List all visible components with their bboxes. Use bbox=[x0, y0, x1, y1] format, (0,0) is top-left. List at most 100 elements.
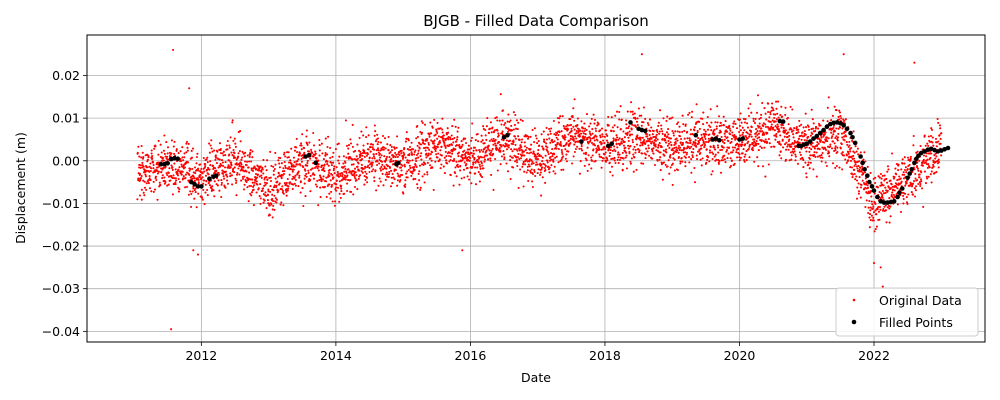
filled-data-point bbox=[865, 173, 870, 178]
original-data-point bbox=[546, 161, 549, 164]
original-data-point bbox=[271, 197, 274, 201]
original-data-point bbox=[176, 172, 179, 175]
original-data-point bbox=[325, 176, 328, 179]
original-data-point bbox=[715, 125, 718, 128]
original-data-point bbox=[722, 115, 725, 118]
original-data-point bbox=[744, 143, 747, 146]
original-data-point bbox=[743, 121, 747, 124]
original-data-point bbox=[750, 126, 753, 129]
original-data-point bbox=[215, 162, 218, 165]
original-data-point bbox=[790, 158, 793, 161]
original-data-point bbox=[569, 118, 572, 121]
original-data-point bbox=[374, 130, 377, 133]
original-data-point bbox=[745, 150, 748, 153]
x-tick-label: 2016 bbox=[455, 348, 487, 363]
original-data-point bbox=[630, 157, 633, 160]
original-data-point bbox=[600, 142, 603, 145]
original-data-point bbox=[733, 146, 737, 149]
filled-data-point bbox=[875, 194, 880, 200]
original-data-point bbox=[345, 156, 348, 159]
original-data-point bbox=[139, 166, 142, 169]
original-data-point bbox=[775, 118, 778, 121]
original-data-point bbox=[911, 193, 914, 196]
original-data-point bbox=[148, 170, 151, 173]
original-data-point bbox=[196, 177, 199, 180]
original-data-point bbox=[420, 152, 423, 155]
original-data-point bbox=[279, 156, 282, 160]
original-data-point bbox=[363, 151, 366, 154]
original-data-point bbox=[839, 126, 842, 129]
original-data-point bbox=[580, 145, 583, 148]
original-data-point bbox=[886, 206, 889, 209]
original-data-point bbox=[193, 197, 196, 200]
original-data-point bbox=[599, 134, 602, 137]
original-data-point bbox=[636, 117, 639, 120]
original-data-point bbox=[649, 129, 652, 133]
original-data-point bbox=[307, 171, 310, 174]
original-data-point bbox=[404, 183, 407, 186]
original-data-point bbox=[499, 163, 502, 166]
original-data-point bbox=[175, 148, 178, 151]
original-data-point bbox=[374, 169, 377, 172]
original-data-point bbox=[201, 198, 204, 201]
original-data-point bbox=[492, 153, 495, 156]
filled-data-point bbox=[871, 188, 877, 193]
original-data-point bbox=[868, 213, 872, 216]
original-data-point bbox=[395, 153, 398, 156]
original-data-point bbox=[732, 149, 735, 152]
original-data-point bbox=[904, 166, 907, 169]
original-data-point bbox=[808, 150, 811, 153]
original-data-point bbox=[812, 168, 815, 171]
original-data-point bbox=[418, 147, 421, 150]
original-data-point bbox=[453, 118, 456, 121]
original-data-point bbox=[680, 156, 683, 160]
original-data-point bbox=[612, 130, 615, 133]
original-data-point bbox=[366, 153, 369, 156]
original-data-point bbox=[436, 131, 439, 134]
filled-data-point bbox=[777, 118, 783, 124]
original-data-point bbox=[539, 171, 542, 174]
legend-label-filled: Filled Points bbox=[879, 315, 953, 330]
original-data-point bbox=[233, 137, 236, 140]
original-data-point bbox=[800, 147, 803, 150]
original-data-point bbox=[238, 163, 241, 166]
original-data-point bbox=[798, 119, 801, 122]
original-data-point bbox=[516, 156, 519, 159]
original-data-point bbox=[143, 186, 146, 189]
original-data-point bbox=[624, 132, 627, 135]
original-data-point bbox=[573, 128, 576, 131]
original-data-point bbox=[644, 142, 647, 145]
original-data-point bbox=[485, 138, 488, 141]
original-data-point bbox=[430, 159, 433, 162]
original-data-point bbox=[756, 94, 760, 97]
original-data-point bbox=[924, 161, 927, 164]
original-data-point bbox=[328, 183, 331, 186]
original-data-point bbox=[405, 161, 409, 164]
original-data-point bbox=[328, 192, 331, 195]
original-data-point bbox=[646, 122, 649, 125]
original-data-point bbox=[811, 132, 814, 135]
original-data-point bbox=[396, 135, 399, 138]
original-data-point bbox=[208, 151, 211, 154]
original-data-point bbox=[662, 117, 665, 120]
original-data-point bbox=[494, 138, 497, 142]
original-data-point bbox=[190, 156, 194, 159]
original-data-point bbox=[244, 160, 247, 163]
original-data-point bbox=[546, 146, 549, 149]
original-data-point bbox=[675, 137, 678, 140]
original-data-point bbox=[423, 142, 426, 145]
original-data-point bbox=[276, 180, 279, 183]
original-data-point bbox=[870, 214, 873, 217]
original-data-point bbox=[530, 159, 533, 162]
original-data-point bbox=[681, 143, 684, 146]
original-data-point bbox=[172, 145, 175, 148]
original-data-point bbox=[330, 190, 333, 193]
original-data-point bbox=[550, 158, 553, 161]
original-data-point bbox=[405, 131, 408, 134]
original-data-point bbox=[193, 179, 196, 182]
original-data-point bbox=[740, 145, 743, 148]
original-data-point bbox=[575, 132, 578, 135]
original-data-point bbox=[563, 138, 567, 141]
original-data-point bbox=[559, 143, 562, 146]
original-data-point bbox=[832, 133, 835, 136]
